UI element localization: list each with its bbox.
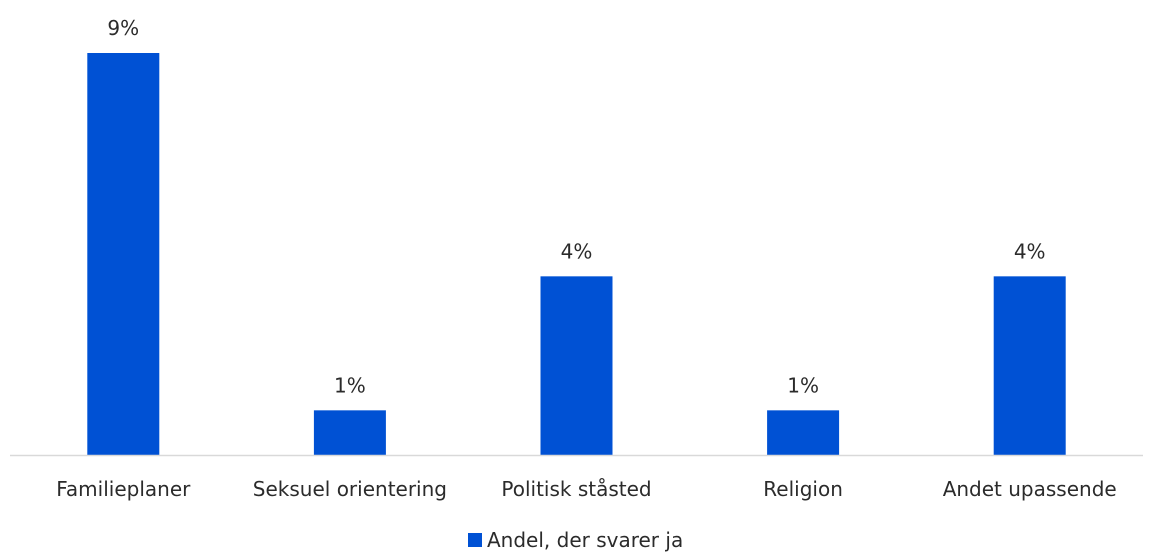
data-labels: 9% 1% 4% 1% 4% <box>107 16 1045 397</box>
data-label: 9% <box>107 16 139 40</box>
data-label: 4% <box>561 239 593 263</box>
x-axis-tick-labels: Familieplaner Seksuel orientering Politisk… <box>56 477 1116 501</box>
legend-label: Andel, der svarer ja <box>487 528 683 552</box>
bar <box>993 276 1066 455</box>
legend-swatch <box>468 533 482 547</box>
legend: Andel, der svarer ja <box>468 528 683 552</box>
x-tick-label: Familieplaner <box>56 477 191 501</box>
x-tick-label: Andet upassende <box>943 477 1117 501</box>
data-label: 1% <box>334 373 366 397</box>
bar-series <box>87 53 1066 455</box>
data-label: 1% <box>787 373 819 397</box>
bar <box>540 276 613 455</box>
x-tick-label: Seksuel orientering <box>253 477 447 501</box>
x-tick-label: Religion <box>763 477 843 501</box>
bar <box>767 410 840 455</box>
data-label: 4% <box>1014 239 1046 263</box>
bar <box>313 410 386 455</box>
x-tick-label: Politisk ståsted <box>501 477 651 501</box>
bar <box>87 53 160 455</box>
